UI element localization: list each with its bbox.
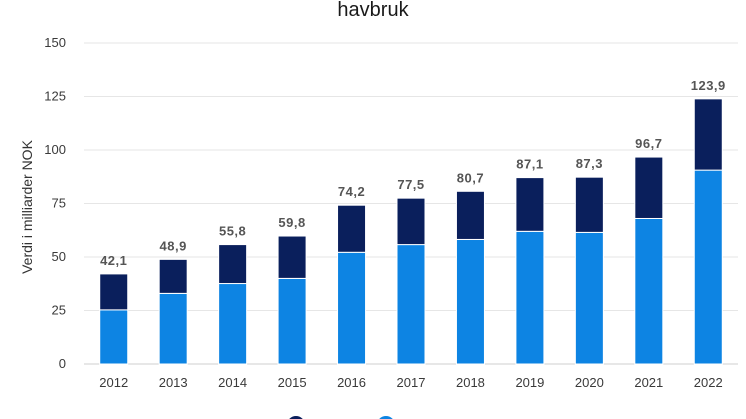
y-tick-label: 100 bbox=[44, 142, 66, 157]
bar-havbruk-2022 bbox=[693, 169, 723, 365]
bar-fiske-2013 bbox=[158, 258, 188, 294]
bar-havbruk-2016 bbox=[337, 251, 367, 365]
y-axis-label: Verdi i milliarder NOK bbox=[19, 139, 35, 273]
bar-fiske-2021 bbox=[634, 156, 664, 219]
legend-label: fiske bbox=[310, 417, 342, 419]
bar-fiske-2012 bbox=[99, 273, 129, 311]
total-label: 48,9 bbox=[160, 238, 187, 253]
y-tick-label: 25 bbox=[52, 303, 66, 318]
bar-havbruk-2013 bbox=[158, 292, 188, 365]
total-label: 42,1 bbox=[100, 253, 127, 268]
x-tick-label: 2013 bbox=[159, 375, 188, 390]
y-tick-label: 75 bbox=[52, 196, 66, 211]
total-labels: 42,1 48,9 55,8 59,8 74,2 77,5 80,7 87,1 87,3 96,7… bbox=[100, 78, 726, 268]
total-label: 123,9 bbox=[691, 78, 726, 93]
legend: fiske havbruk bbox=[289, 416, 455, 419]
legend-marker-havbruk bbox=[379, 416, 393, 419]
bar-havbruk-2014 bbox=[218, 283, 248, 365]
x-tick-label: 2022 bbox=[694, 375, 723, 390]
bar-havbruk-2021 bbox=[634, 217, 664, 365]
x-tick-label: 2014 bbox=[218, 375, 247, 390]
y-tick-label: 150 bbox=[44, 35, 66, 50]
y-tick-label: 0 bbox=[59, 356, 66, 371]
y-axis-ticks: 0 25 50 75 100 125 150 bbox=[44, 35, 66, 371]
bar-havbruk-2019 bbox=[515, 230, 545, 365]
x-tick-label: 2012 bbox=[99, 375, 128, 390]
bar-fiske-2020 bbox=[574, 176, 604, 233]
x-tick-label: 2015 bbox=[278, 375, 307, 390]
bar-fiske-2019 bbox=[515, 177, 545, 232]
y-tick-label: 125 bbox=[44, 89, 66, 104]
bar-havbruk-2012 bbox=[99, 309, 129, 365]
bar-fiske-2017 bbox=[396, 197, 426, 246]
bar-fiske-2016 bbox=[337, 204, 367, 253]
total-label: 77,5 bbox=[397, 177, 424, 192]
x-tick-label: 2021 bbox=[634, 375, 663, 390]
bar-fiske-2015 bbox=[277, 235, 307, 279]
bar-fiske-2018 bbox=[455, 190, 485, 240]
total-label: 59,8 bbox=[278, 215, 305, 230]
x-tick-label: 2019 bbox=[515, 375, 544, 390]
bar-havbruk-2015 bbox=[277, 277, 307, 365]
total-label: 74,2 bbox=[338, 184, 365, 199]
bar-havbruk-2020 bbox=[574, 231, 604, 365]
bar-havbruk-2018 bbox=[455, 238, 485, 365]
x-axis-ticks: 2012 2013 2014 2015 2016 2017 2018 2019 2020 2021… bbox=[99, 375, 722, 390]
bar-havbruk-2017 bbox=[396, 244, 426, 365]
bars bbox=[99, 98, 723, 365]
y-tick-label: 50 bbox=[52, 249, 66, 264]
total-label: 80,7 bbox=[457, 170, 484, 185]
x-tick-label: 2020 bbox=[575, 375, 604, 390]
total-label: 87,1 bbox=[516, 157, 543, 172]
x-tick-label: 2016 bbox=[337, 375, 366, 390]
bar-fiske-2022 bbox=[693, 98, 723, 171]
legend-label: havbruk bbox=[400, 417, 455, 419]
x-tick-label: 2018 bbox=[456, 375, 485, 390]
total-label: 96,7 bbox=[635, 136, 662, 151]
chart-title: havbruk bbox=[337, 0, 409, 21]
x-tick-label: 2017 bbox=[397, 375, 426, 390]
total-label: 87,3 bbox=[576, 156, 603, 171]
bar-fiske-2014 bbox=[218, 244, 248, 285]
legend-marker-fiske bbox=[289, 416, 303, 419]
total-label: 55,8 bbox=[219, 224, 246, 239]
